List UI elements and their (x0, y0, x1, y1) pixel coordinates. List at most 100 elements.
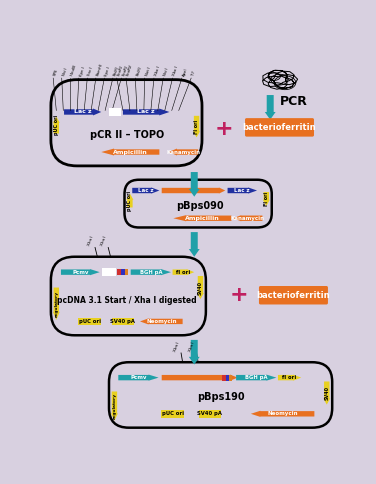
FancyArrow shape (123, 108, 170, 116)
Text: SV40: SV40 (324, 386, 329, 400)
FancyArrow shape (162, 187, 225, 194)
FancyArrow shape (118, 375, 159, 381)
Text: Xha I: Xha I (100, 236, 108, 247)
FancyArrow shape (265, 95, 276, 120)
Text: Xba I: Xba I (173, 341, 180, 352)
FancyBboxPatch shape (222, 375, 226, 381)
Text: SP6: SP6 (53, 68, 59, 76)
FancyBboxPatch shape (112, 318, 134, 325)
FancyArrow shape (227, 187, 257, 194)
Text: EcoRI: EcoRI (117, 65, 124, 76)
FancyBboxPatch shape (199, 410, 221, 418)
Text: pUC ori: pUC ori (127, 191, 132, 211)
Text: regulatory: regulatory (112, 393, 117, 419)
Text: BstXI: BstXI (113, 66, 120, 76)
FancyArrow shape (126, 194, 133, 208)
Text: Fl ori: Fl ori (264, 192, 269, 206)
Text: pcDNA 3.1 Start / Xha I digested: pcDNA 3.1 Start / Xha I digested (57, 296, 197, 305)
Text: HindIII: HindIII (70, 63, 78, 76)
FancyArrow shape (162, 375, 238, 381)
FancyBboxPatch shape (121, 269, 124, 275)
Text: pUC ori: pUC ori (54, 115, 59, 135)
FancyArrow shape (131, 269, 171, 275)
Text: fl ori: fl ori (282, 375, 297, 380)
FancyArrow shape (61, 269, 100, 275)
FancyArrow shape (251, 411, 314, 417)
FancyArrow shape (173, 269, 194, 275)
Text: fl ori: fl ori (176, 270, 191, 274)
Text: pBps090: pBps090 (176, 201, 223, 211)
Text: BGH pA: BGH pA (245, 375, 268, 380)
Text: Lac z: Lac z (74, 109, 91, 115)
Text: Nsi I: Nsi I (62, 67, 68, 76)
FancyArrow shape (189, 232, 200, 257)
Text: Spe I: Spe I (105, 66, 111, 76)
Text: Lac z: Lac z (137, 109, 155, 115)
Text: Xha I: Xha I (87, 236, 94, 247)
Text: Pcmv: Pcmv (72, 270, 89, 274)
Text: SV40 pA: SV40 pA (197, 411, 222, 416)
Text: BstXI: BstXI (135, 66, 142, 76)
FancyArrow shape (189, 340, 200, 364)
FancyArrow shape (263, 192, 270, 206)
FancyBboxPatch shape (226, 375, 229, 381)
FancyArrow shape (323, 381, 330, 405)
Text: PCR: PCR (279, 95, 308, 108)
FancyBboxPatch shape (109, 108, 121, 116)
FancyBboxPatch shape (78, 318, 101, 325)
Text: SV40 pA: SV40 pA (111, 319, 135, 324)
Text: SV40: SV40 (198, 281, 203, 295)
Text: T7: T7 (191, 71, 197, 76)
Text: Xba I: Xba I (154, 66, 161, 76)
Text: Nsi I: Nsi I (163, 67, 170, 76)
Text: +: + (230, 285, 249, 305)
FancyBboxPatch shape (229, 375, 232, 381)
FancyArrow shape (189, 172, 200, 197)
FancyArrow shape (64, 108, 101, 116)
Text: Kpn I: Kpn I (79, 66, 86, 76)
Text: pCR II – TOPO: pCR II – TOPO (90, 130, 164, 140)
Text: ApaI: ApaI (182, 67, 188, 76)
FancyBboxPatch shape (117, 269, 121, 275)
Text: +: + (214, 119, 233, 139)
FancyArrow shape (193, 116, 200, 137)
FancyArrow shape (132, 187, 159, 194)
Text: Fl ori: Fl ori (194, 120, 199, 134)
Text: bacterioferritin: bacterioferritin (257, 291, 330, 300)
Text: Not I: Not I (145, 66, 151, 76)
Text: Lac z: Lac z (235, 188, 250, 193)
FancyBboxPatch shape (259, 286, 328, 304)
FancyBboxPatch shape (245, 118, 314, 136)
FancyArrow shape (236, 375, 276, 381)
Text: pUC ori: pUC ori (162, 411, 183, 416)
Text: Kanamycin: Kanamycin (231, 216, 265, 221)
Text: Pcmv: Pcmv (130, 375, 147, 380)
FancyBboxPatch shape (102, 268, 116, 276)
FancyBboxPatch shape (124, 269, 127, 275)
Text: BGH pA: BGH pA (139, 270, 162, 274)
FancyBboxPatch shape (161, 410, 184, 418)
Text: EcoRI: EcoRI (121, 65, 129, 76)
FancyArrow shape (53, 117, 60, 134)
Text: Xba I: Xba I (188, 341, 196, 352)
Text: bacterioferritin: bacterioferritin (243, 123, 316, 132)
Text: Neomycin: Neomycin (146, 319, 177, 324)
FancyArrow shape (140, 318, 183, 324)
FancyArrow shape (197, 276, 204, 299)
FancyArrow shape (53, 287, 60, 320)
FancyArrow shape (101, 149, 159, 155)
Text: EcoRV: EcoRV (126, 64, 133, 76)
Text: pUC ori: pUC ori (79, 319, 101, 324)
FancyArrow shape (233, 215, 262, 221)
FancyArrow shape (111, 392, 118, 421)
Text: Xba I: Xba I (173, 66, 179, 76)
Text: Sac I: Sac I (87, 66, 94, 76)
Text: Ampicillin: Ampicillin (113, 150, 148, 154)
FancyArrow shape (278, 375, 301, 381)
Text: BamHI: BamHI (96, 63, 104, 76)
Text: Kanamycin: Kanamycin (167, 150, 200, 154)
FancyArrow shape (173, 215, 232, 221)
FancyArrow shape (169, 149, 198, 155)
Text: Lac z: Lac z (138, 188, 154, 193)
Text: Ampicillin: Ampicillin (185, 216, 220, 221)
